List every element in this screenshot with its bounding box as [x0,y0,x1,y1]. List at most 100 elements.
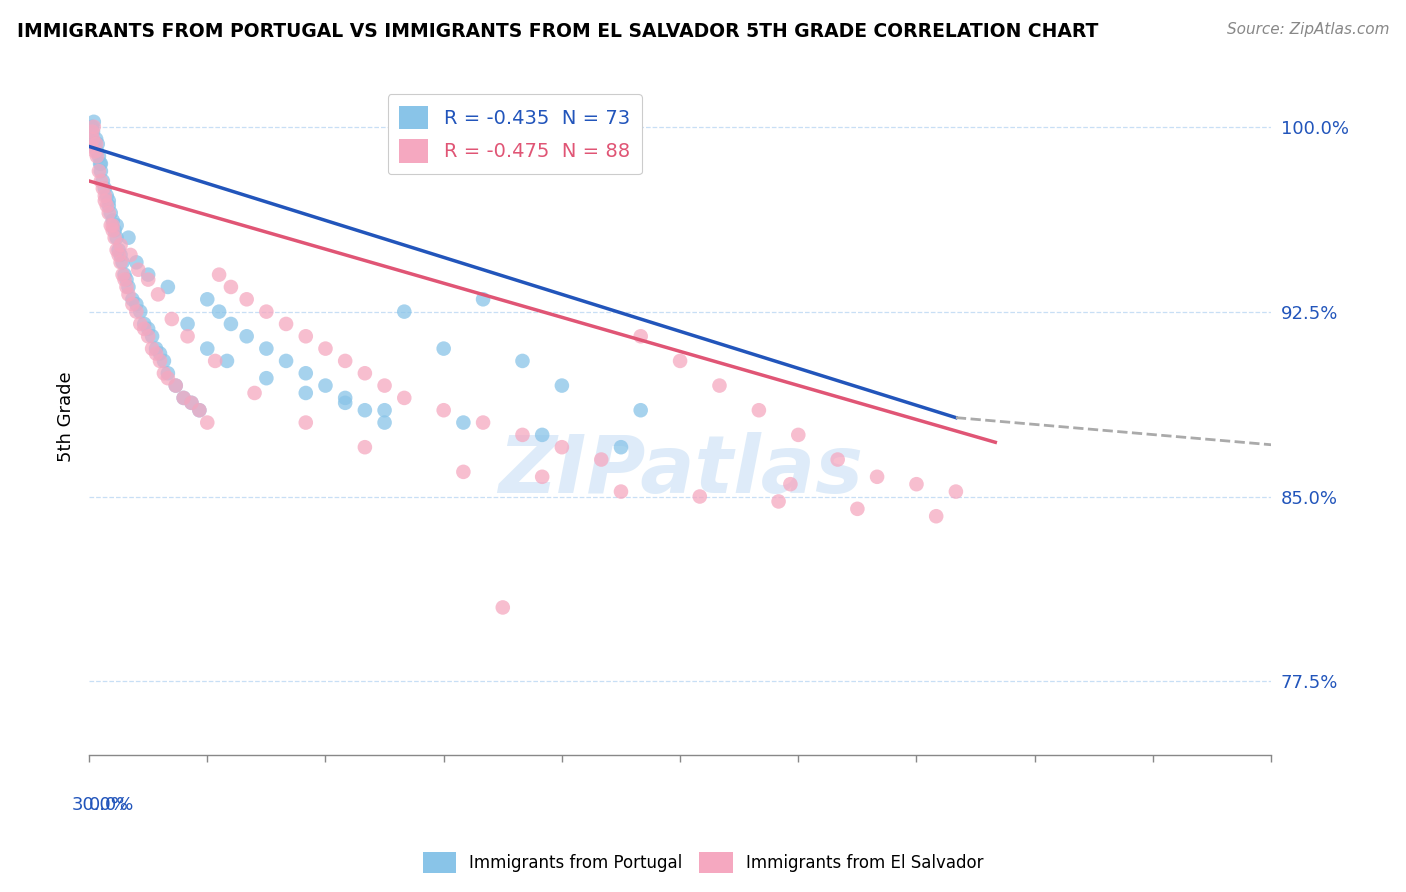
Point [254,371,277,385]
Point [335,396,357,410]
Point [115,272,138,286]
Point [531,470,554,484]
Point [208,268,231,282]
Point [120,248,142,262]
Point [91,181,114,195]
Point [149,346,172,360]
Point [945,484,967,499]
Point [86,149,108,163]
Point [176,317,198,331]
Point [117,230,139,244]
Point [83,115,105,129]
Point [156,366,179,380]
Point [134,322,156,336]
Point [136,272,159,286]
Point [630,329,652,343]
Point [551,378,574,392]
Point [90,164,112,178]
Point [101,213,124,227]
Point [111,255,134,269]
Point [195,416,218,430]
Text: 0.0%: 0.0% [89,796,135,814]
Point [335,354,357,368]
Point [866,470,889,484]
Point [82,132,104,146]
Point [134,317,156,331]
Point [433,403,456,417]
Point [669,354,692,368]
Point [107,248,129,262]
Point [243,386,266,401]
Point [87,136,110,151]
Point [925,509,948,524]
Point [274,354,297,368]
Point [117,280,139,294]
Point [156,371,179,385]
Point [173,391,195,405]
Point [779,477,801,491]
Text: Source: ZipAtlas.com: Source: ZipAtlas.com [1226,22,1389,37]
Point [204,354,226,368]
Text: ZIPatlas: ZIPatlas [498,432,863,509]
Point [145,342,167,356]
Point [235,329,257,343]
Point [114,272,136,286]
Point [219,317,242,331]
Point [453,416,475,430]
Point [96,188,118,202]
Point [89,157,111,171]
Point [610,484,633,499]
Point [87,149,110,163]
Point [136,268,159,282]
Point [105,219,128,233]
Point [125,297,148,311]
Point [100,206,122,220]
Point [768,494,790,508]
Point [394,304,416,318]
Point [254,342,277,356]
Y-axis label: 5th Grade: 5th Grade [58,371,75,462]
Point [153,366,176,380]
Point [110,238,132,252]
Point [274,317,297,331]
Point [90,157,112,171]
Point [165,378,187,392]
Legend: R = -0.435  N = 73, R = -0.475  N = 88: R = -0.435 N = 73, R = -0.475 N = 88 [388,94,641,175]
Point [97,194,120,208]
Point [91,174,114,188]
Point [512,428,534,442]
Point [787,428,810,442]
Text: 30.0%: 30.0% [72,796,128,814]
Point [433,342,456,356]
Point [335,391,357,405]
Point [453,465,475,479]
Point [82,125,104,139]
Point [215,354,238,368]
Point [374,378,396,392]
Point [472,293,495,307]
Point [127,262,149,277]
Point [176,329,198,343]
Point [136,322,159,336]
Point [846,501,869,516]
Point [156,280,179,294]
Point [689,490,711,504]
Point [394,391,416,405]
Point [114,268,136,282]
Legend: Immigrants from Portugal, Immigrants from El Salvador: Immigrants from Portugal, Immigrants fro… [416,846,990,880]
Point [180,396,202,410]
Point [195,293,218,307]
Point [94,194,117,208]
Point [610,440,633,454]
Point [90,174,112,188]
Point [314,342,336,356]
Point [146,287,169,301]
Point [354,440,377,454]
Point [129,304,152,318]
Point [531,428,554,442]
Point [125,304,148,318]
Point [94,188,117,202]
Point [82,125,104,139]
Point [110,248,132,262]
Point [105,243,128,257]
